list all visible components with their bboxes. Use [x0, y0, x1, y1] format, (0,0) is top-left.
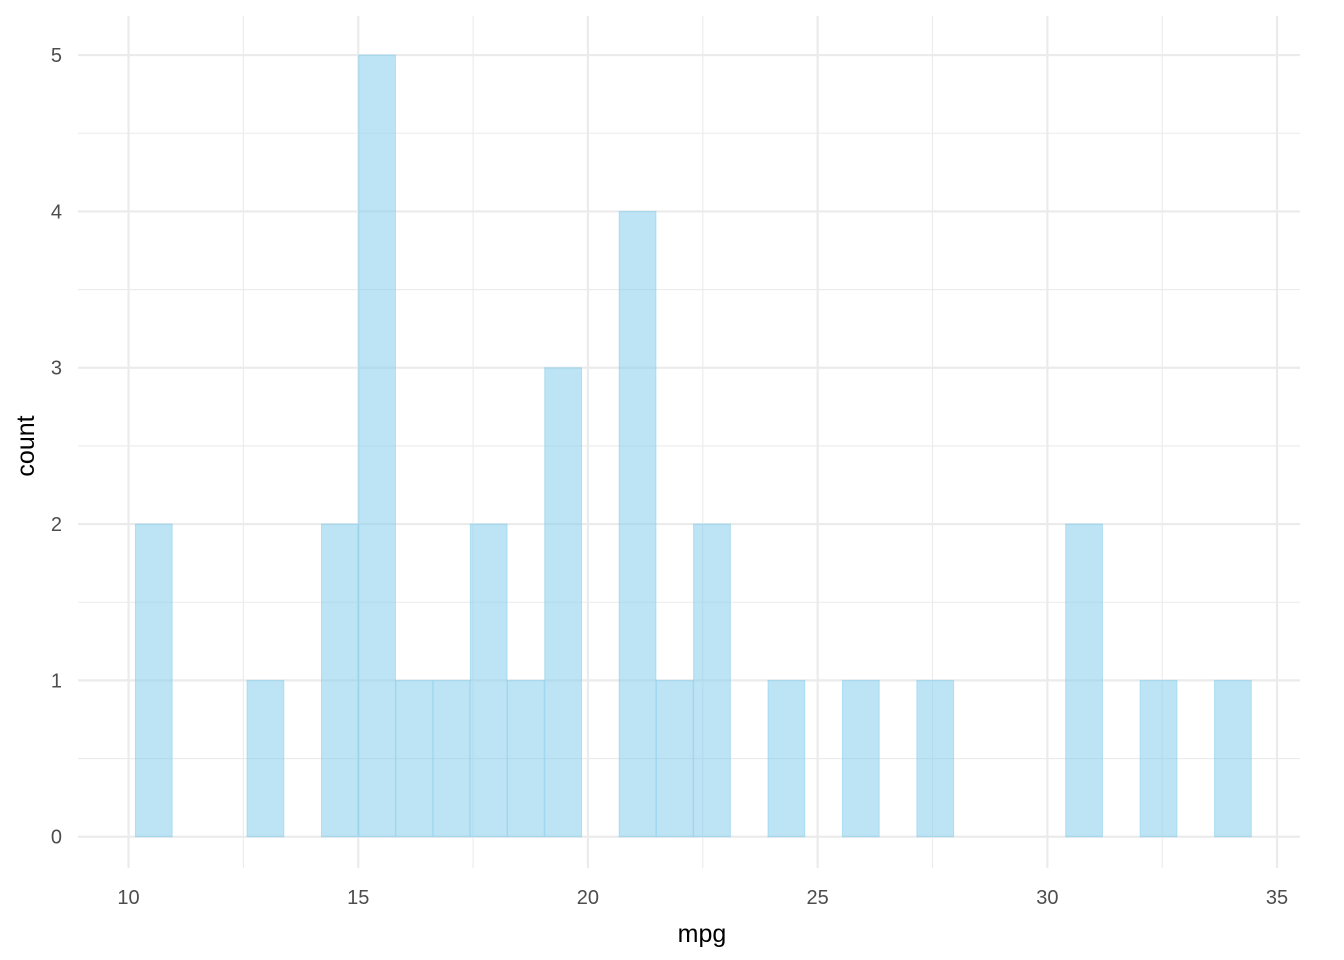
histogram-bar — [246, 679, 285, 838]
histogram-bar — [507, 679, 545, 838]
histogram-bar — [469, 523, 508, 838]
x-axis-title: mpg — [678, 920, 727, 948]
histogram-bar — [358, 54, 396, 838]
y-axis-tick-labels: 0 1 2 3 4 5 — [51, 45, 62, 849]
y-tick-label: 4 — [51, 201, 62, 223]
histogram-bar — [544, 367, 583, 838]
x-tick-label: 35 — [1266, 887, 1288, 909]
histogram-bar — [916, 679, 955, 838]
y-tick-label: 5 — [51, 45, 62, 67]
y-tick-label: 3 — [51, 358, 62, 380]
histogram-bar — [693, 523, 731, 838]
x-tick-label: 25 — [807, 887, 829, 909]
histogram-bar — [1139, 679, 1178, 838]
histogram-bar — [655, 679, 694, 838]
histogram-bar — [767, 679, 806, 838]
histogram-bar — [1065, 523, 1103, 838]
histogram-bar — [432, 679, 471, 838]
x-tick-label: 10 — [117, 887, 139, 909]
histogram-bar — [134, 523, 173, 838]
histogram-bar — [618, 210, 657, 838]
x-tick-label: 15 — [347, 887, 369, 909]
y-tick-label: 2 — [51, 514, 62, 536]
x-axis-tick-labels: 10 15 20 25 30 35 — [117, 887, 1288, 909]
histogram-bar — [395, 679, 434, 838]
y-tick-label: 1 — [51, 670, 62, 692]
bars — [134, 54, 1252, 838]
x-tick-label: 30 — [1036, 887, 1058, 909]
y-axis-title: count — [12, 415, 40, 476]
y-tick-label: 0 — [51, 827, 62, 849]
histogram-bar — [841, 679, 880, 838]
x-tick-label: 20 — [577, 887, 599, 909]
histogram-bar — [320, 523, 359, 838]
histogram-bar — [1214, 679, 1252, 838]
